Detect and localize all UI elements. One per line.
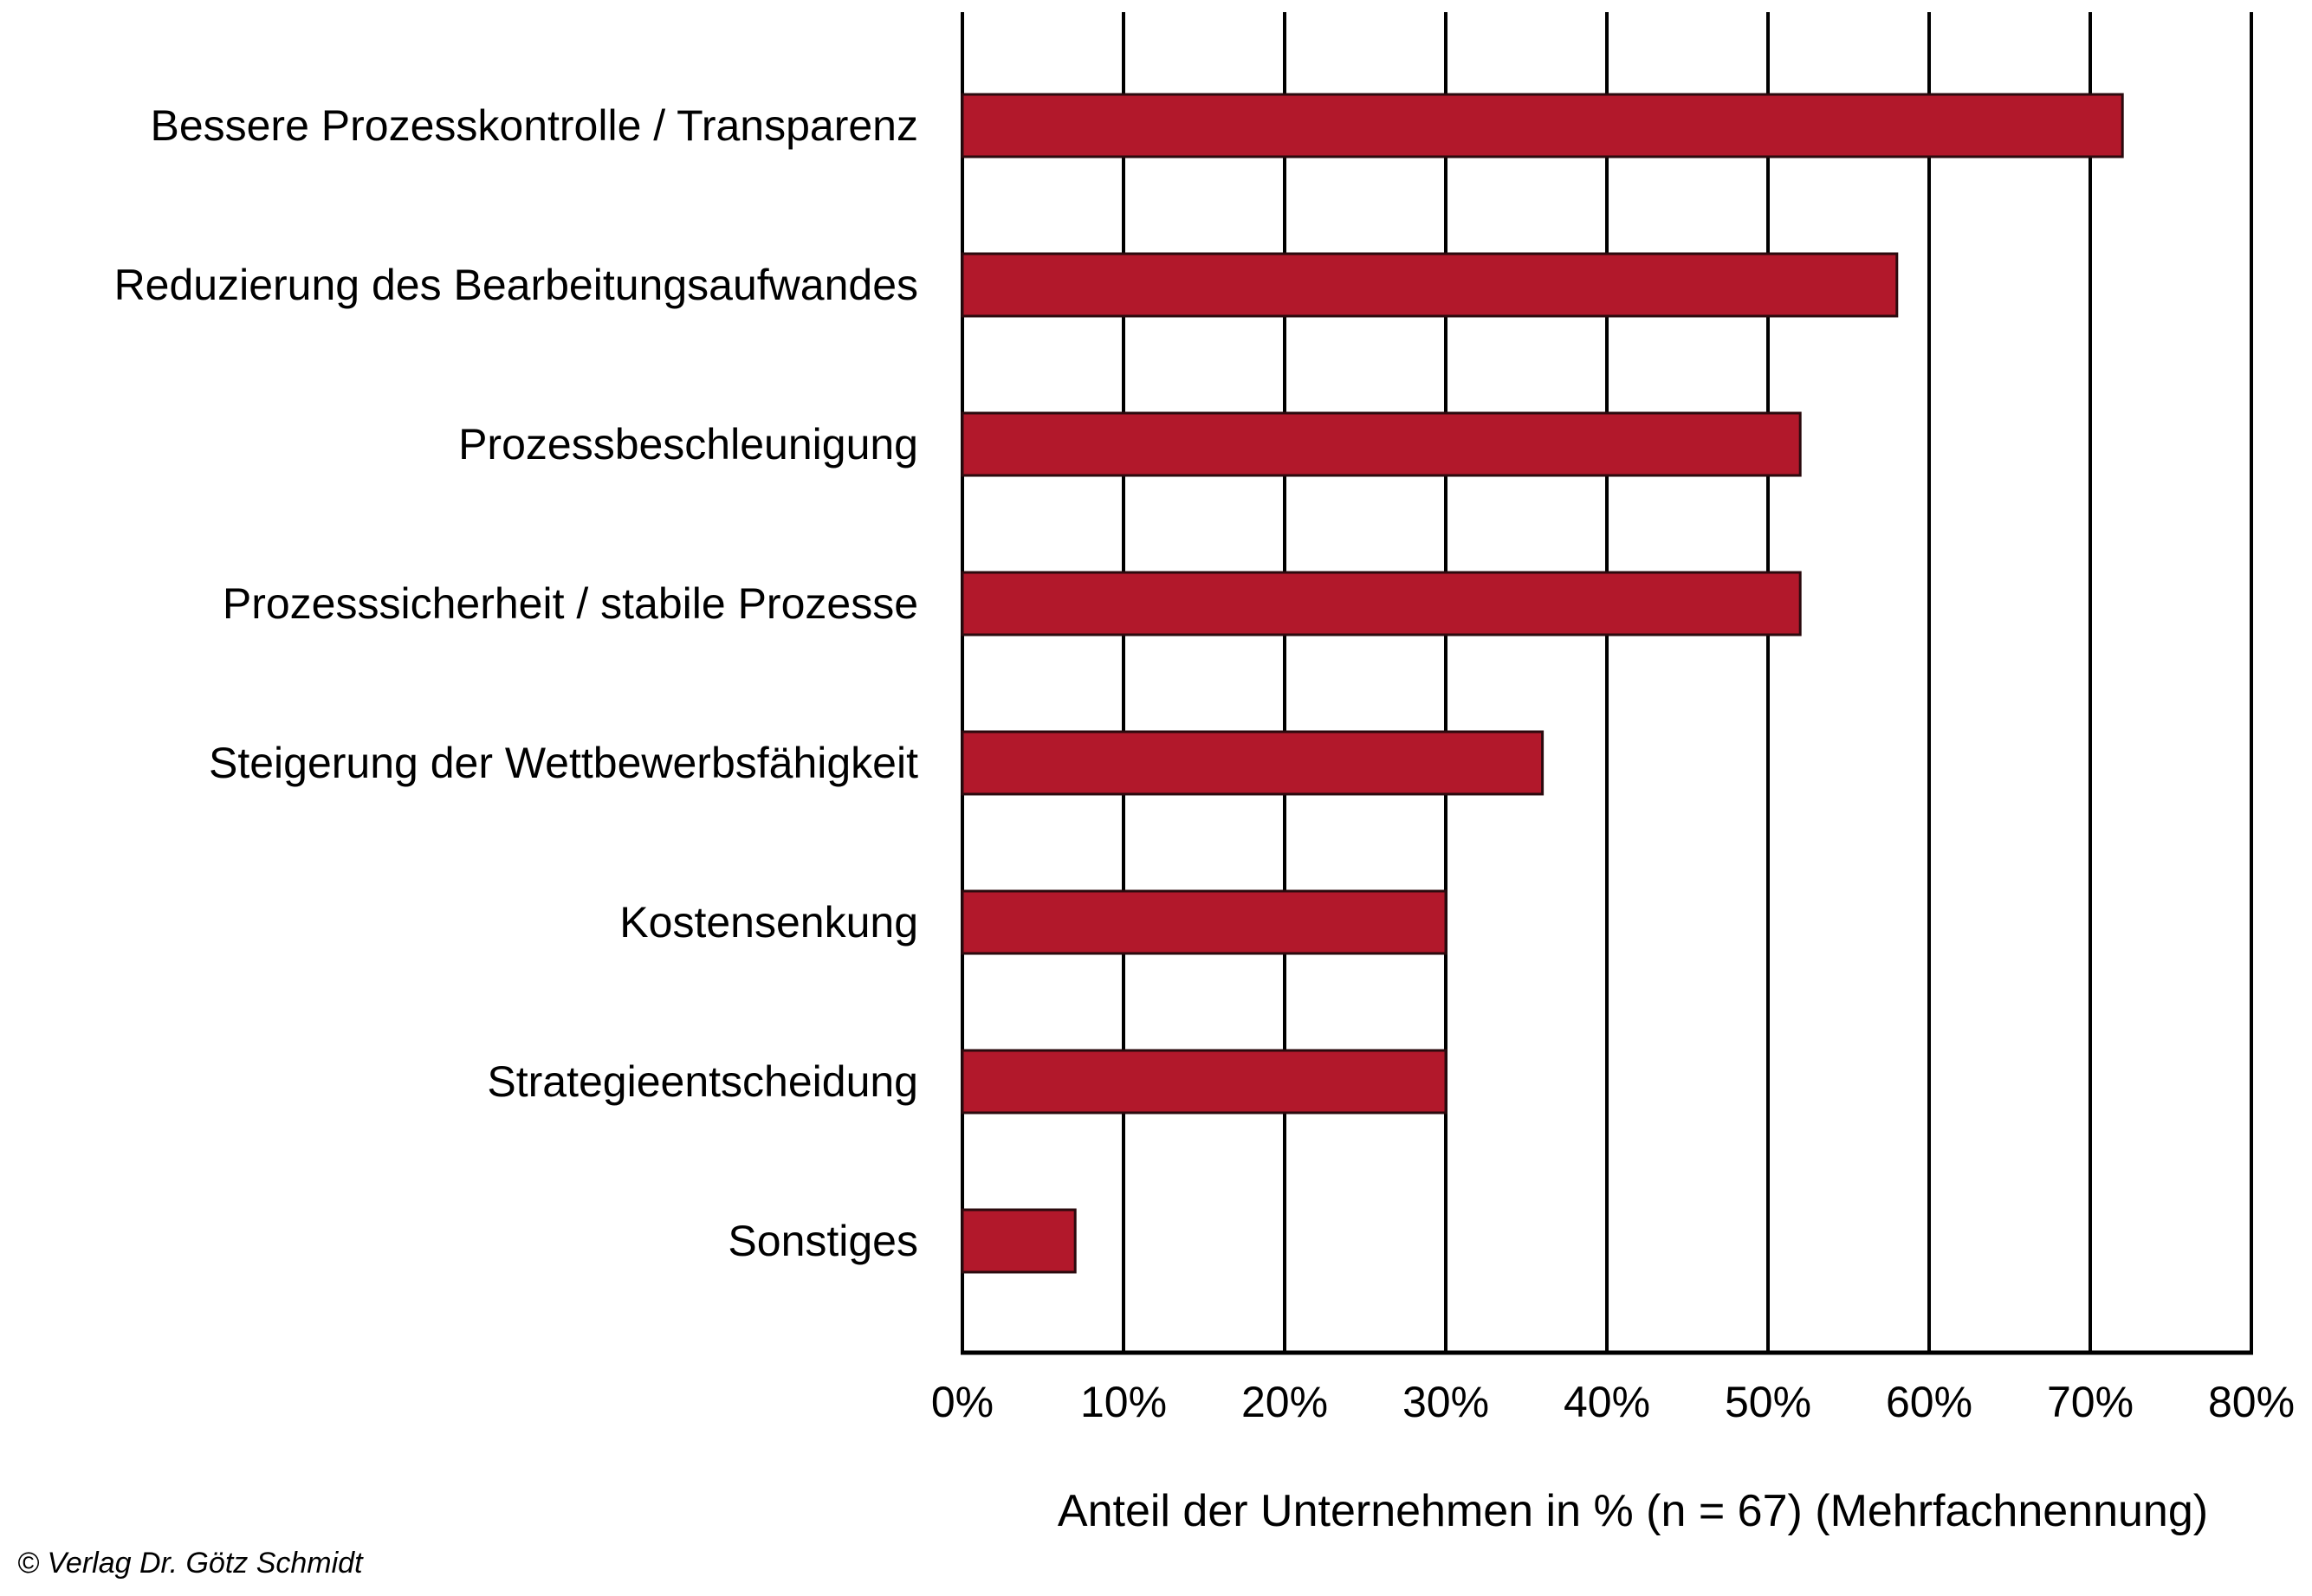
category-label-7: Sonstiges bbox=[728, 1217, 918, 1265]
x-tick-label-30: 30% bbox=[1402, 1378, 1489, 1426]
bar-6 bbox=[961, 1049, 1447, 1115]
category-label-2: Prozessbeschleunigung bbox=[458, 420, 918, 468]
category-label-6: Strategieentscheidung bbox=[487, 1057, 918, 1106]
copyright-notice: © Verlag Dr. Götz Schmidt bbox=[17, 1547, 363, 1580]
bar-2 bbox=[961, 411, 1802, 477]
x-tick-labels: 0% 10% 20% 30% 40% 50% 60% 70% 80% bbox=[931, 1378, 2295, 1426]
bar-0 bbox=[961, 93, 2124, 158]
bar-1 bbox=[961, 252, 1899, 318]
x-tick-label-40: 40% bbox=[1564, 1378, 1650, 1426]
x-tick-label-50: 50% bbox=[1725, 1378, 1811, 1426]
x-tick-label-20: 20% bbox=[1241, 1378, 1328, 1426]
category-label-1: Reduzierung des Bearbeitungsaufwandes bbox=[114, 261, 918, 309]
grid-lines bbox=[961, 12, 2253, 1353]
bar-5 bbox=[961, 889, 1447, 955]
x-tick-label-0: 0% bbox=[931, 1378, 994, 1426]
category-label-3: Prozesssicherheit / stabile Prozesse bbox=[223, 579, 918, 628]
bar-3 bbox=[961, 571, 1802, 636]
x-tick-label-60: 60% bbox=[1886, 1378, 1972, 1426]
x-tick-label-10: 10% bbox=[1080, 1378, 1167, 1426]
category-label-5: Kostensenkung bbox=[619, 898, 918, 947]
bar-4 bbox=[961, 730, 1545, 796]
bar-7 bbox=[961, 1208, 1077, 1274]
category-label-4: Steigerung der Wettbewerbsfähigkeit bbox=[209, 739, 918, 787]
category-label-0: Bessere Prozesskontrolle / Transparenz bbox=[150, 101, 918, 150]
bars bbox=[961, 93, 2124, 1274]
x-axis-title: Anteil der Unternehmen in % (n = 67) (Me… bbox=[1058, 1486, 2208, 1536]
x-tick-label-80: 80% bbox=[2208, 1378, 2295, 1426]
x-tick-label-70: 70% bbox=[2047, 1378, 2134, 1426]
category-labels: Bessere Prozesskontrolle / Transparenz Re… bbox=[114, 101, 919, 1265]
